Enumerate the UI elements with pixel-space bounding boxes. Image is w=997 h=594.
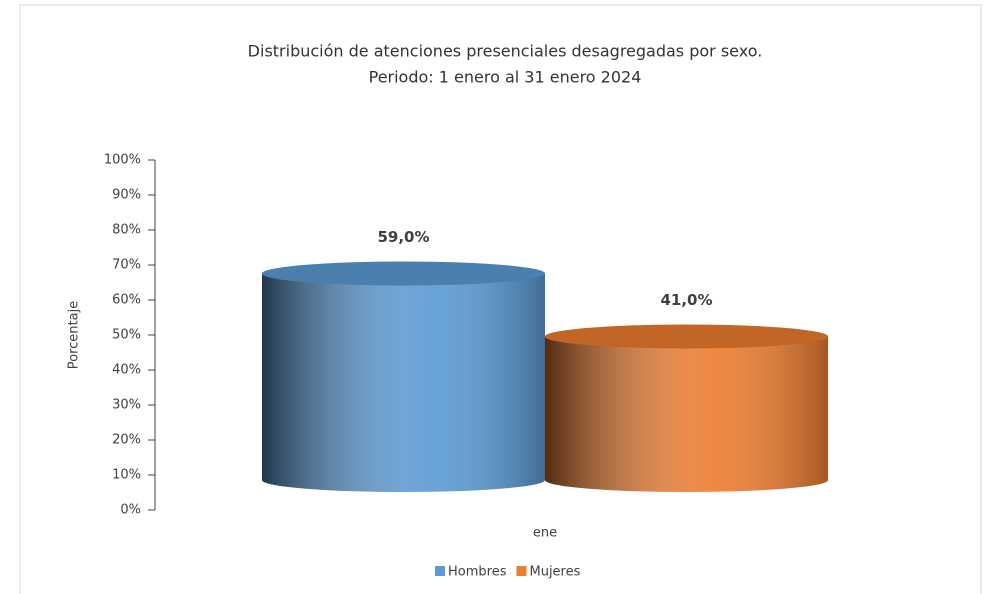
legend-swatch [435,566,445,576]
chart-subtitle: Periodo: 1 enero al 31 enero 2024 [369,68,642,87]
y-tick-label: 0% [120,503,141,518]
cylinder-top-shade [262,261,545,286]
y-tick-label: 30% [112,398,141,413]
legend-label: Mujeres [529,565,580,580]
value-label: 59,0% [377,228,429,246]
y-axis-title: Porcentaje [67,301,82,369]
y-tick-label: 40% [112,363,141,378]
cylinder-top [262,261,545,286]
cylinder-top-shade [545,324,828,349]
chart-title: Distribución de atenciones presenciales … [248,42,763,61]
legend-swatch [516,566,527,576]
y-tick-label: 80% [112,223,141,238]
y-tick-label: 50% [112,328,141,343]
cylinder-shade [262,273,545,492]
y-tick-label: 60% [112,293,141,308]
y-tick-label: 90% [112,188,141,203]
y-tick-label: 20% [112,433,141,448]
y-tick-label: 70% [112,258,141,273]
cylinder-top [545,324,828,349]
cylinder-shade [545,336,828,492]
y-tick-label: 100% [104,153,141,168]
x-tick-label: ene [533,526,557,541]
y-tick-label: 10% [112,468,141,483]
value-label: 41,0% [660,291,712,309]
chart-frame [19,4,982,594]
legend-label: Hombres [448,565,507,580]
